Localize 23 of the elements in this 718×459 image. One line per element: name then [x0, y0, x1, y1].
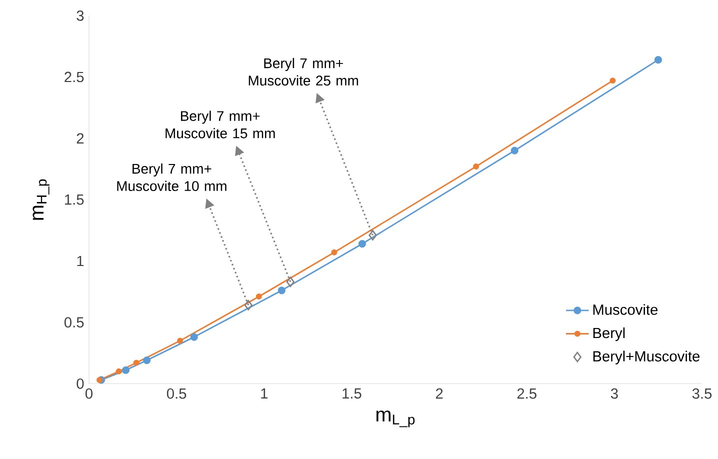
annotation: Beryl 7 mm+ Muscovite 10 mm — [117, 163, 226, 192]
x-tick-label: 2 — [436, 388, 443, 399]
x-tick-label: 1 — [261, 388, 268, 398]
y-tick-label: 2 — [76, 133, 84, 144]
x-axis-title: m$_{L_p}$ — [376, 410, 415, 428]
y-tick-label: 0 — [76, 378, 84, 389]
x-tick-label: 0.5 — [166, 388, 186, 399]
x-tick-label: 3.5 — [692, 388, 712, 399]
legend-label: Beryl — [593, 327, 625, 342]
x-tick-label: 0 — [85, 388, 92, 399]
x-tick-label: 1.5 — [342, 388, 362, 399]
y-tick-label: 1 — [77, 256, 84, 266]
y-tick-label: 0.5 — [64, 317, 84, 328]
x-tick-label: 2.5 — [517, 388, 536, 399]
y-tick-label: 2.5 — [64, 72, 84, 82]
x-tick-label: 3 — [610, 388, 618, 399]
y-tick-label: 3 — [76, 10, 84, 21]
y-axis-title: m$_{H_p}$ — [32, 179, 50, 220]
annotation: Beryl 7 mm+ Muscovite 25 mm — [248, 58, 358, 86]
y-tick-label: 1.5 — [65, 194, 84, 205]
annotation: Beryl 7 mm+ Muscovite 15 mm — [166, 110, 275, 138]
legend-label: Beryl+Muscovite — [593, 350, 700, 364]
legend-label: Muscovite — [593, 304, 658, 315]
